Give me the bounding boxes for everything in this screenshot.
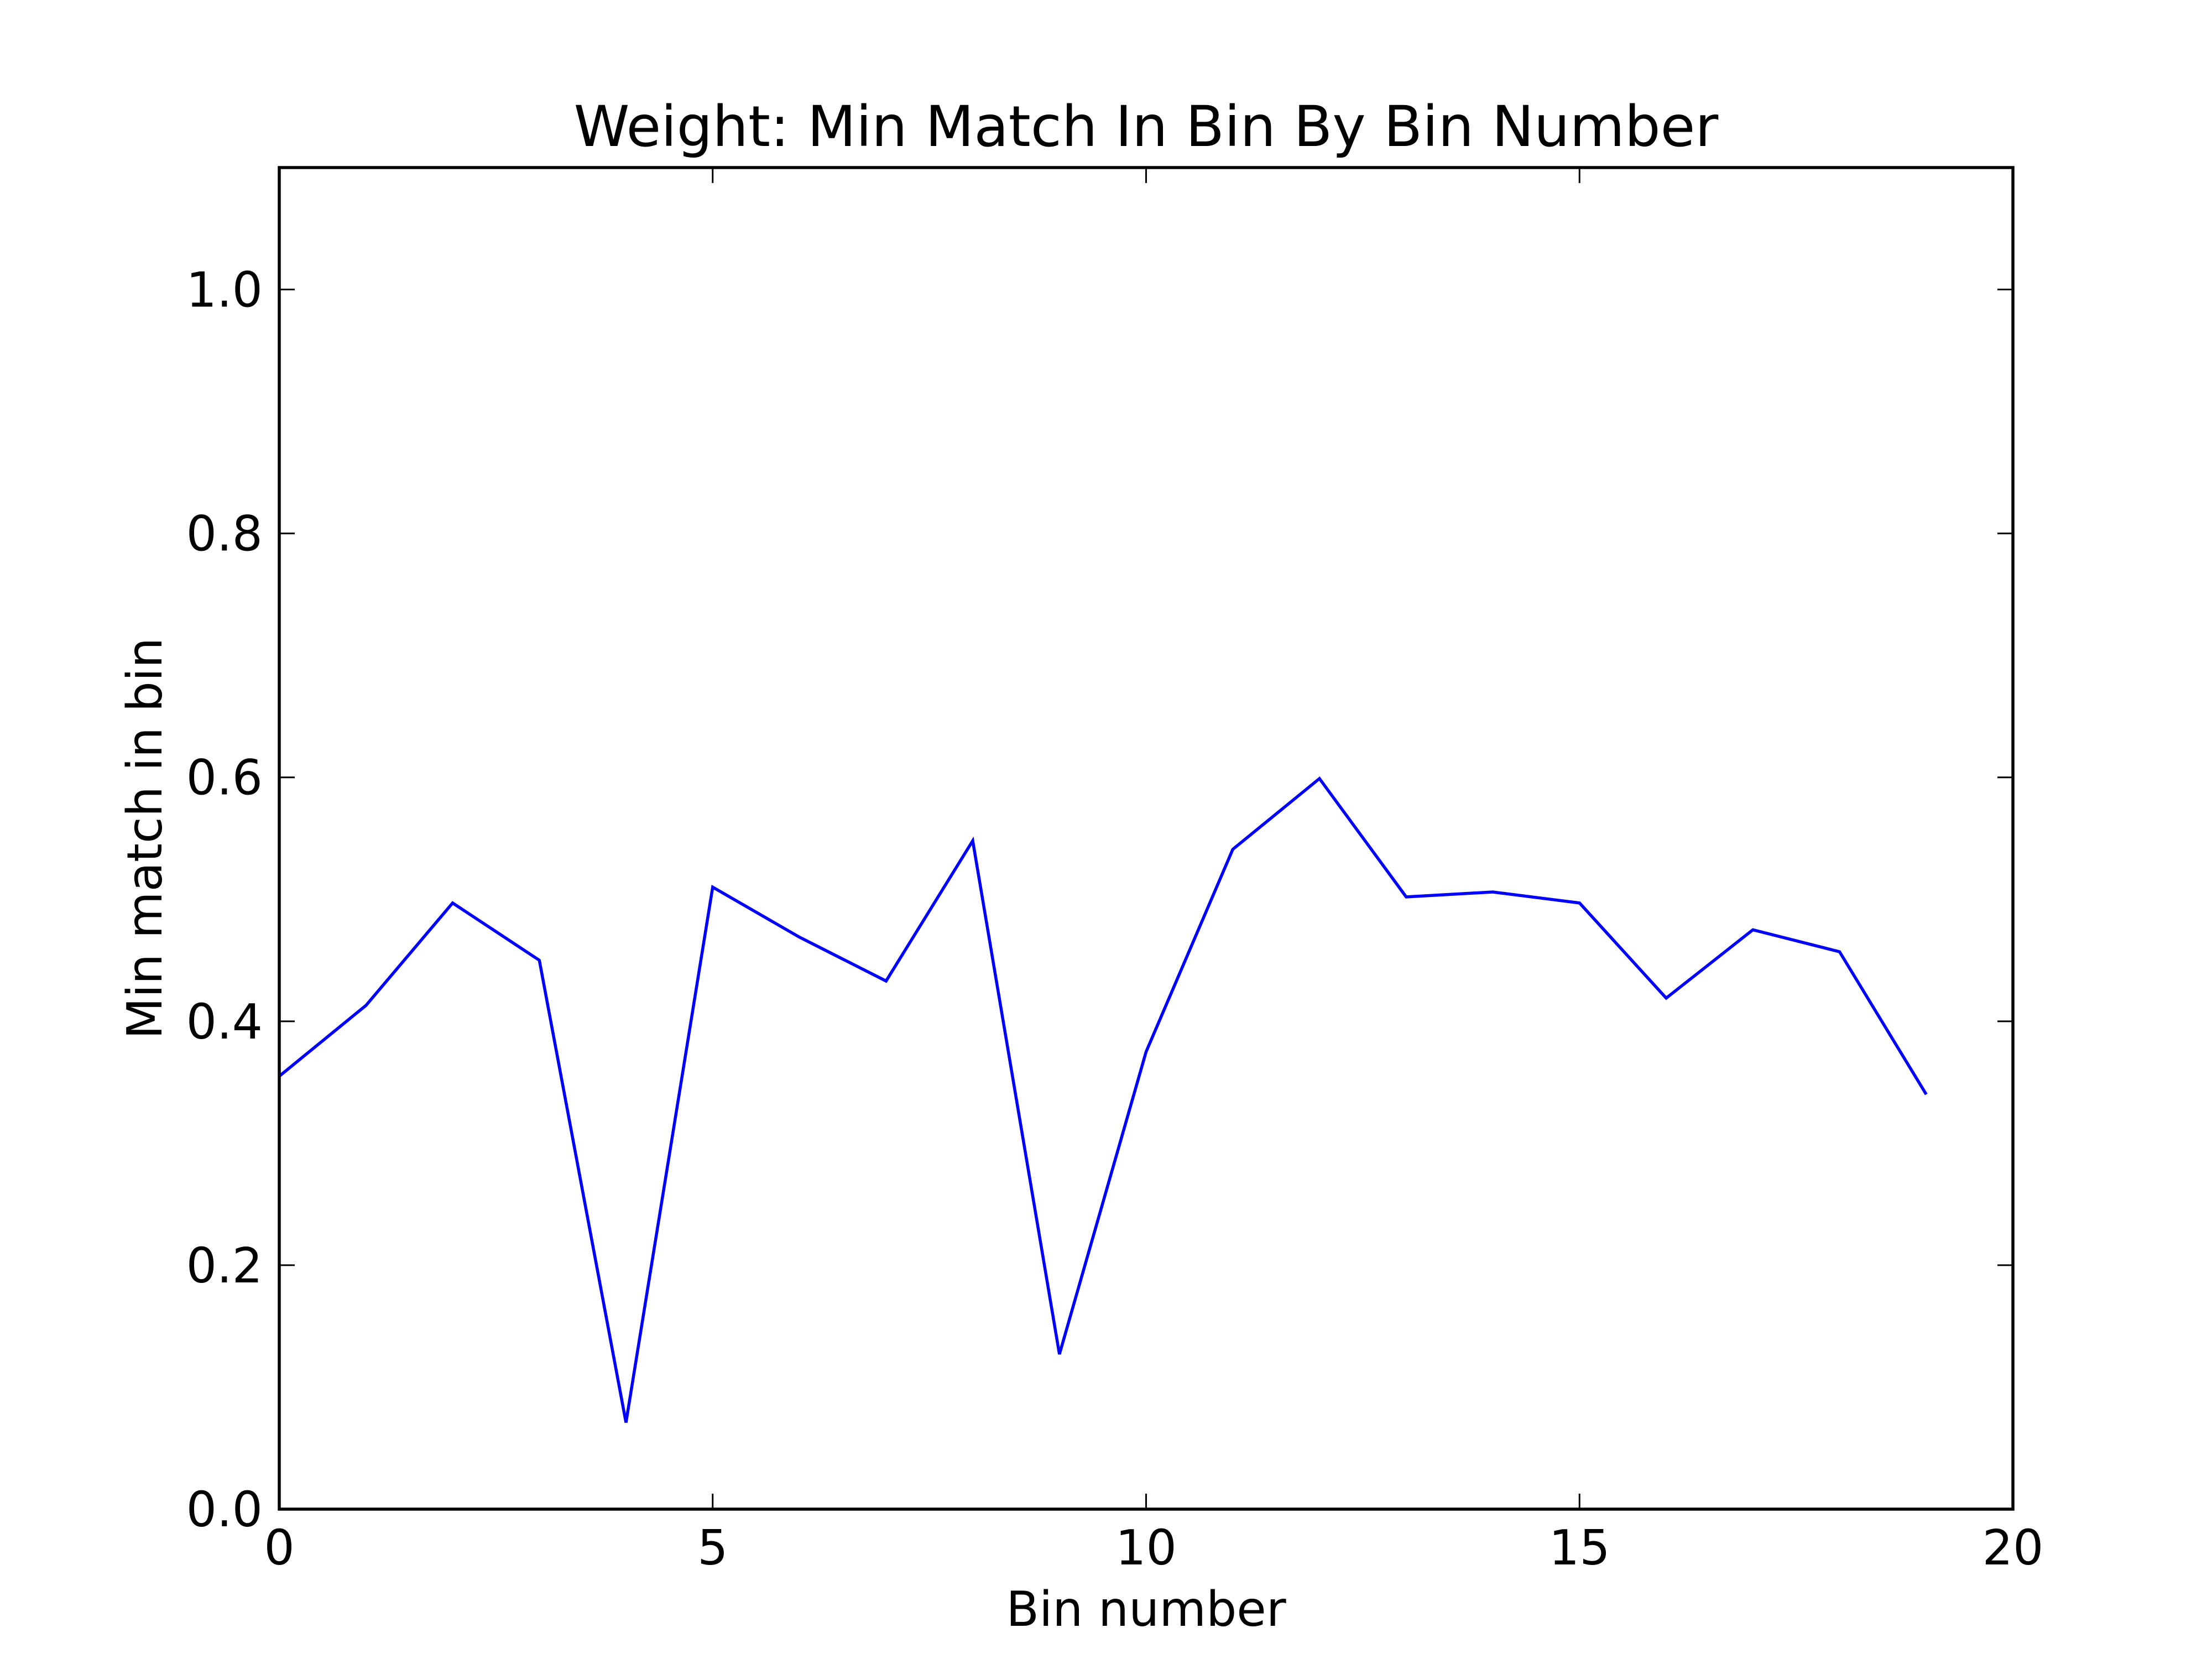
x-tick-label: 10	[1115, 1520, 1177, 1576]
x-tick-label: 15	[1549, 1520, 1610, 1576]
x-axis-label: Bin number	[1006, 1581, 1286, 1637]
x-tick-label: 20	[1983, 1520, 2044, 1576]
x-tick-label: 0	[264, 1520, 294, 1576]
y-tick-label: 0.8	[186, 506, 263, 562]
y-axis-label: Min match in bin	[117, 638, 173, 1039]
x-tick-label: 5	[697, 1520, 728, 1576]
series-layer	[278, 776, 1928, 1423]
y-tick-label: 0.2	[186, 1238, 263, 1294]
ticks-layer: 0 5 10 15 20 0.0 0.2 0.4 0.6 0.8 1.0	[186, 168, 2044, 1576]
y-tick-label: 0.4	[186, 994, 263, 1050]
y-tick-label: 1.0	[186, 262, 263, 319]
y-tick-label: 0.6	[186, 750, 263, 806]
y-tick-label: 0.0	[186, 1481, 263, 1538]
chart-title: Weight: Min Match In Bin By Bin Number	[574, 94, 1719, 160]
plot-area-frame	[278, 166, 2015, 1511]
series-line-0	[278, 776, 1928, 1423]
